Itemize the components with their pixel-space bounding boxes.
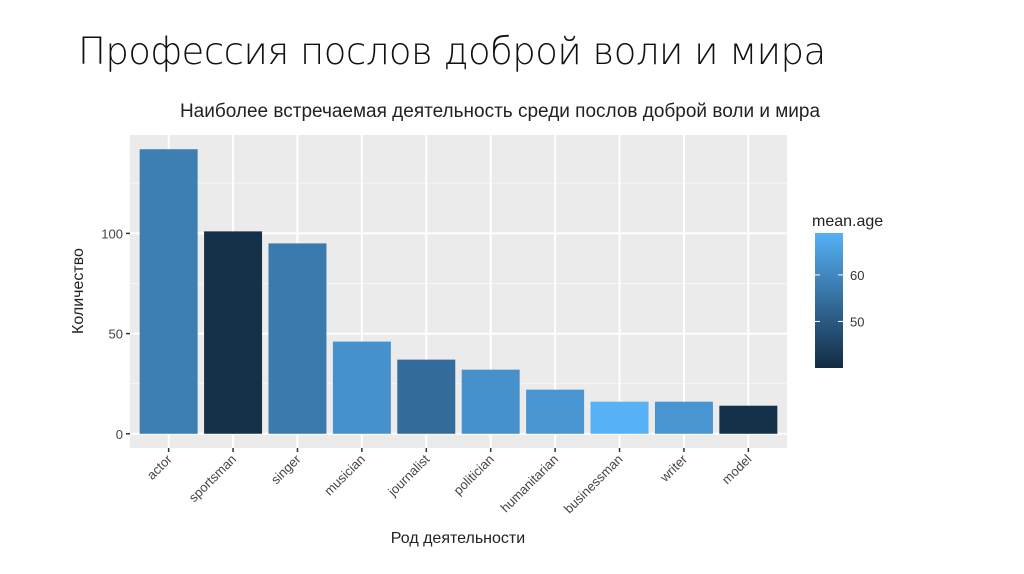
legend-colorbar — [815, 233, 843, 368]
x-tick-label-singer: singer — [268, 451, 304, 487]
x-tick-label-businessman: businessman — [561, 452, 626, 517]
bar-writer — [654, 401, 713, 434]
bar-model — [719, 405, 778, 434]
legend-tick-label: 50 — [850, 314, 864, 329]
x-axis-label: Род деятельности — [391, 530, 525, 547]
y-axis-label: Количество — [70, 248, 87, 334]
x-tick-label-journalist: journalist — [384, 451, 432, 499]
bar-musician — [332, 341, 391, 434]
legend-title: mean.age — [812, 213, 883, 230]
bar-sportsman — [204, 231, 263, 434]
x-tick-label-musician: musician — [321, 452, 368, 499]
x-tick-label-politician: politician — [450, 452, 496, 498]
legend-tick-label: 60 — [850, 268, 864, 283]
chart-title: Наиболее встречаемая деятельность среди … — [180, 101, 821, 122]
bar-politician — [461, 369, 520, 434]
x-tick-label-humanitarian: humanitarian — [497, 452, 561, 516]
x-tick-label-writer: writer — [656, 451, 690, 485]
x-tick-label-actor: actor — [144, 451, 176, 483]
slide-title: Профессия послов доброй воли и мира — [78, 30, 826, 73]
x-tick-label-sportsman: sportsman — [186, 452, 240, 506]
y-tick-label: 50 — [109, 327, 123, 342]
bar-journalist — [397, 359, 456, 434]
x-tick-label-model: model — [719, 451, 755, 487]
bar-humanitarian — [526, 389, 585, 434]
bar-singer — [268, 243, 327, 434]
y-tick-label: 0 — [116, 427, 123, 442]
bar-businessman — [590, 401, 649, 434]
y-tick-label: 100 — [101, 226, 123, 241]
bar-actor — [139, 149, 198, 434]
